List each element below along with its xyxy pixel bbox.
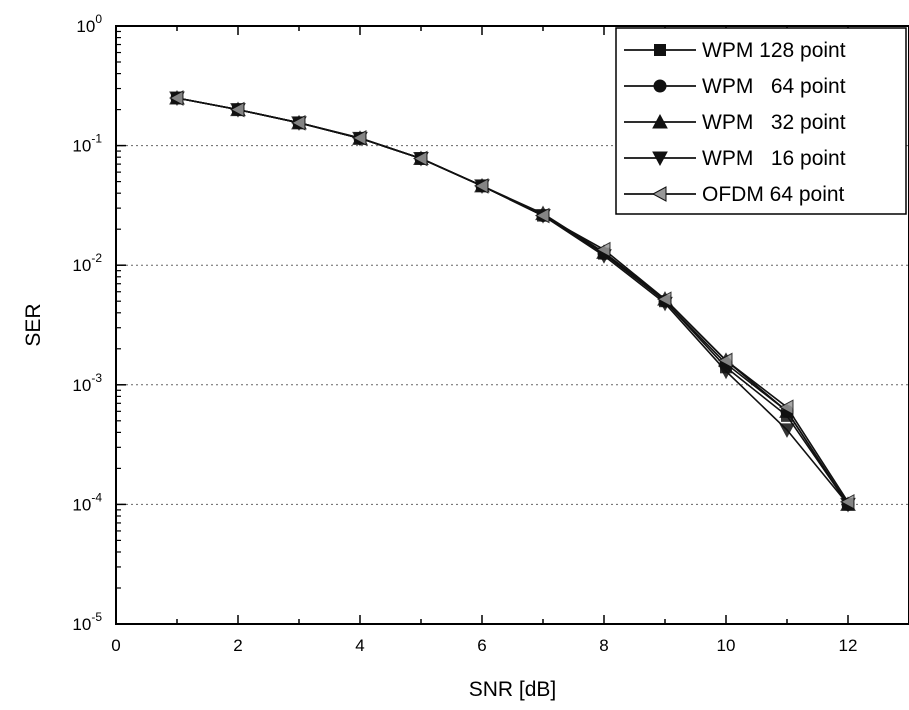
x-tick-label: 2 xyxy=(233,636,242,655)
data-point xyxy=(595,241,611,258)
legend-item: WPM 128 point xyxy=(624,39,846,62)
data-point xyxy=(656,291,672,308)
legend-marker xyxy=(653,79,667,93)
y-tick-label: 10-1 xyxy=(72,132,102,156)
y-axis-title: SER xyxy=(22,303,45,346)
legend-item: OFDM 64 point xyxy=(624,183,845,206)
x-tick-label: 10 xyxy=(717,636,736,655)
legend-label: WPM 128 point xyxy=(702,39,846,62)
legend-item: WPM 32 point xyxy=(624,111,846,134)
legend-item: WPM 64 point xyxy=(624,75,846,98)
series-layer xyxy=(168,89,856,513)
y-tick-label: 10-4 xyxy=(72,490,102,514)
x-tick-label: 12 xyxy=(839,636,858,655)
y-tick-label: 10-5 xyxy=(72,610,102,634)
legend-label: WPM 64 point xyxy=(702,75,846,98)
data-point xyxy=(473,178,489,194)
data-point xyxy=(717,352,733,369)
legend-marker xyxy=(651,186,667,202)
data-point xyxy=(534,207,550,224)
x-tick-label: 0 xyxy=(111,636,120,655)
data-point xyxy=(718,364,734,380)
data-point xyxy=(229,101,245,118)
series-line xyxy=(176,97,849,503)
y-tick-label: 100 xyxy=(76,12,102,36)
legend-label: OFDM 64 point xyxy=(702,183,845,206)
data-point xyxy=(839,494,855,510)
data-point xyxy=(779,423,795,438)
plot-frame xyxy=(115,25,909,625)
legend-label: WPM 16 point xyxy=(702,147,846,170)
data-point xyxy=(778,399,794,416)
data-point xyxy=(351,130,367,146)
legend-marker xyxy=(654,44,666,56)
tick-labels: 0 2 4 6 8 10 12 100 10-1 10-2 10-3 10-4 10-5 xyxy=(72,12,857,655)
x-tick-label: 8 xyxy=(599,636,608,655)
data-point xyxy=(412,150,428,167)
data-point xyxy=(168,90,184,106)
series-5 xyxy=(168,90,855,510)
x-tick-label: 6 xyxy=(477,636,486,655)
legend-item: WPM 16 point xyxy=(624,147,846,170)
data-point xyxy=(290,114,306,131)
x-axis-title: SNR [dB] xyxy=(469,678,557,701)
x-tick-label: 4 xyxy=(355,636,364,655)
legend-marker xyxy=(652,151,668,167)
legend-marker xyxy=(652,113,668,129)
legend: WPM 128 point WPM 64 point WPM 32 point WPM… xyxy=(615,27,907,215)
y-tick-label: 10-3 xyxy=(72,371,102,395)
legend-label: WPM 32 point xyxy=(702,111,846,134)
legend-box xyxy=(615,27,907,215)
y-tick-label: 10-2 xyxy=(72,251,102,275)
